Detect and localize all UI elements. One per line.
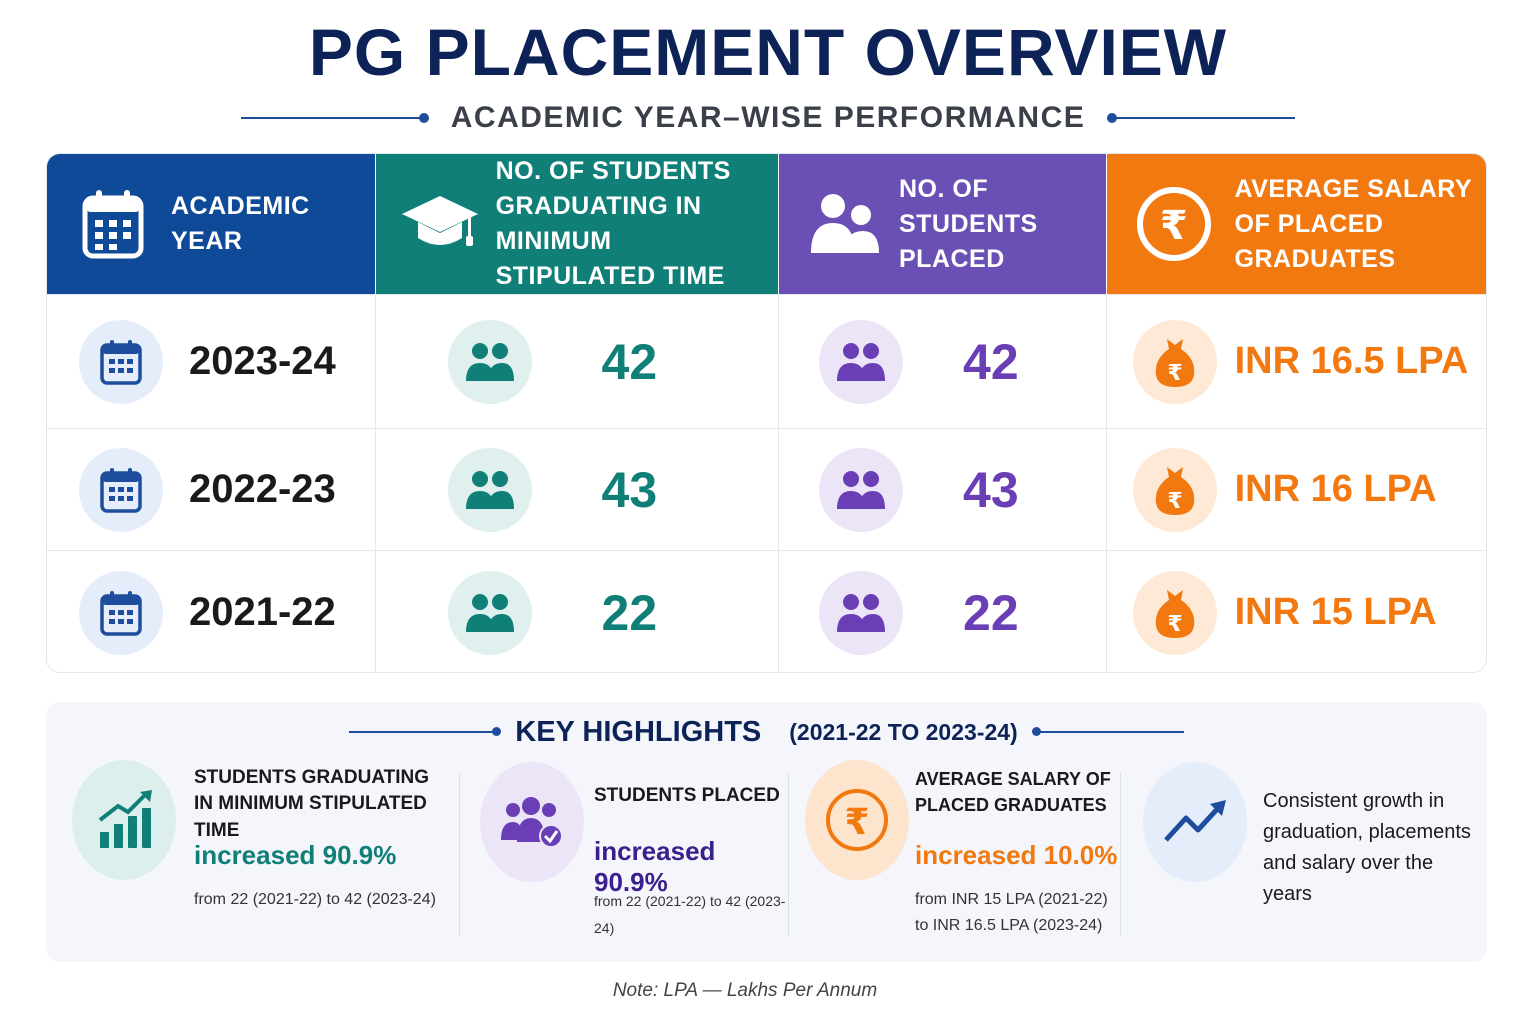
salary-value: INR 16.5 LPA — [1234, 340, 1469, 382]
users-icon — [447, 447, 532, 532]
rupee-icon: ₹ — [805, 760, 909, 880]
header-graduating: NO. OF STUDENTS GRADUATING IN MINIMUM ST… — [374, 154, 778, 294]
card-label: STUDENTS GRADUATING — [194, 767, 430, 788]
cell-salary: ₹ INR 15 LPA — [1105, 551, 1486, 672]
calendar-icon — [81, 188, 145, 260]
card-stat: increased 90.9% — [194, 840, 397, 870]
salary-value: INR 15 LPA — [1234, 591, 1437, 633]
table-row: 2021-22 22 22 ₹ INR 15 LPA — [47, 550, 1486, 672]
graduating-value: 43 — [601, 461, 658, 518]
calendar-icon — [79, 447, 163, 532]
header-label: ACADEMIC YEAR — [171, 192, 310, 255]
cell-year: 2023-24 — [47, 295, 375, 428]
highlight-card-graduating: STUDENTS GRADUATING IN MINIMUM STIPULATE… — [46, 760, 458, 940]
card-text: graduation, placements — [1263, 821, 1471, 843]
highlight-divider — [788, 772, 789, 936]
page-subtitle: ACADEMIC YEAR–WISE PERFORMANCE — [450, 101, 1086, 134]
card-label: PLACED GRADUATES — [915, 795, 1107, 815]
subtitle-divider-right — [1107, 113, 1296, 123]
card-text: and salary over the years — [1263, 852, 1434, 905]
cell-graduating: 42 — [374, 295, 778, 428]
header-academic-year: ACADEMIC YEAR — [47, 154, 375, 294]
highlight-divider — [1120, 772, 1121, 936]
rupee-icon: ₹ — [1135, 185, 1213, 263]
cell-salary: ₹ INR 16.5 LPA — [1105, 295, 1486, 428]
subtitle-divider-left — [240, 113, 429, 123]
money-bag-icon: ₹ — [1132, 447, 1217, 532]
users-icon — [447, 319, 532, 404]
calendar-icon — [79, 570, 163, 655]
header-placed: NO. OF STUDENTS PLACED — [777, 154, 1106, 294]
card-stat: increased 90.9% — [594, 836, 716, 897]
placed-value: 22 — [963, 584, 1019, 641]
card-stat: increased 10.0% — [915, 840, 1118, 870]
header-label: NO. OF STUDENTS GRADUATING IN MINIMUM ST… — [495, 157, 731, 290]
card-label: IN MINIMUM STIPULATED TIME — [194, 793, 427, 841]
users-icon — [447, 570, 532, 655]
highlight-card-placed: STUDENTS PLACED increased 90.9% from 22 … — [460, 760, 788, 940]
card-from: from INR 15 LPA (2021-22) — [915, 891, 1108, 908]
table-row: 2023-24 42 42 ₹ INR 16.5 LPA — [47, 294, 1486, 428]
placed-value: 43 — [963, 461, 1019, 518]
cell-year: 2021-22 — [47, 551, 375, 672]
graduating-value: 22 — [601, 584, 658, 641]
highlight-card-growth: Consistent growth in graduation, placeme… — [1121, 760, 1487, 940]
svg-text:₹: ₹ — [1167, 361, 1182, 386]
trend-up-icon — [1143, 762, 1247, 882]
cell-placed: 43 — [778, 429, 1106, 550]
footnote: Note: LPA — Lakhs Per Annum — [612, 980, 878, 1001]
placed-value: 42 — [963, 333, 1019, 390]
highlight-divider — [459, 772, 460, 936]
users-icon — [809, 191, 881, 257]
cell-placed: 22 — [778, 551, 1106, 672]
card-label: STUDENTS PLACED — [594, 785, 780, 806]
svg-text:₹: ₹ — [1167, 612, 1182, 637]
users-icon — [819, 319, 904, 404]
svg-text:₹: ₹ — [844, 802, 869, 843]
header-label: NO. OF STUDENTS PLACED — [898, 174, 1038, 273]
year-value: 2023-24 — [189, 339, 336, 383]
cell-salary: ₹ INR 16 LPA — [1105, 429, 1486, 550]
highlights-divider-right — [1031, 728, 1184, 735]
users-icon — [819, 447, 904, 532]
card-from: from 22 (2021-22) to 42 (2023-24) — [194, 891, 436, 908]
svg-text:₹: ₹ — [1167, 489, 1182, 514]
cell-year: 2022-23 — [47, 429, 375, 550]
money-bag-icon: ₹ — [1132, 319, 1217, 404]
highlight-card-salary: ₹ AVERAGE SALARY OF PLACED GRADUATES inc… — [789, 760, 1119, 940]
graduation-cap-icon — [400, 192, 480, 256]
card-from: to INR 16.5 LPA (2023-24) — [915, 917, 1103, 934]
salary-value: INR 16 LPA — [1234, 468, 1437, 510]
year-value: 2022-23 — [189, 467, 336, 511]
page-title: PG PLACEMENT OVERVIEW — [308, 15, 1228, 89]
cell-graduating: 43 — [374, 429, 778, 550]
highlights-title-row: KEY HIGHLIGHTS (2021-22 TO 2023-24) — [46, 710, 1487, 754]
cell-graduating: 22 — [374, 551, 778, 672]
card-text: Consistent growth in — [1263, 790, 1445, 812]
cell-placed: 42 — [778, 295, 1106, 428]
subtitle-row: ACADEMIC YEAR–WISE PERFORMANCE — [0, 96, 1536, 140]
highlights-range: (2021-22 TO 2023-24) — [789, 718, 1018, 745]
highlights-title: KEY HIGHLIGHTS — [515, 715, 762, 748]
money-bag-icon: ₹ — [1132, 570, 1217, 655]
users-check-icon — [480, 762, 584, 882]
header-salary: ₹ AVERAGE SALARY OF PLACED GRADUATES — [1105, 154, 1486, 294]
card-from: from 22 (2021-22) to 42 (2023-24) — [594, 893, 786, 936]
graduating-value: 42 — [601, 333, 658, 390]
svg-text:₹: ₹ — [1159, 203, 1187, 249]
placement-table: ACADEMIC YEAR NO. OF STUDENTS GRADUATING… — [46, 153, 1487, 673]
header-label: AVERAGE SALARY OF PLACED GRADUATES — [1234, 174, 1472, 273]
highlights-divider-left — [349, 728, 502, 735]
card-label: AVERAGE SALARY OF — [915, 769, 1111, 789]
table-header: ACADEMIC YEAR NO. OF STUDENTS GRADUATING… — [47, 154, 1486, 294]
year-value: 2021-22 — [189, 590, 336, 634]
table-row: 2022-23 43 43 ₹ INR 16 LPA — [47, 428, 1486, 550]
calendar-icon — [79, 319, 163, 404]
users-icon — [819, 570, 904, 655]
key-highlights-panel: KEY HIGHLIGHTS (2021-22 TO 2023-24) STUD… — [46, 702, 1487, 962]
bar-chart-growth-icon — [72, 760, 176, 880]
